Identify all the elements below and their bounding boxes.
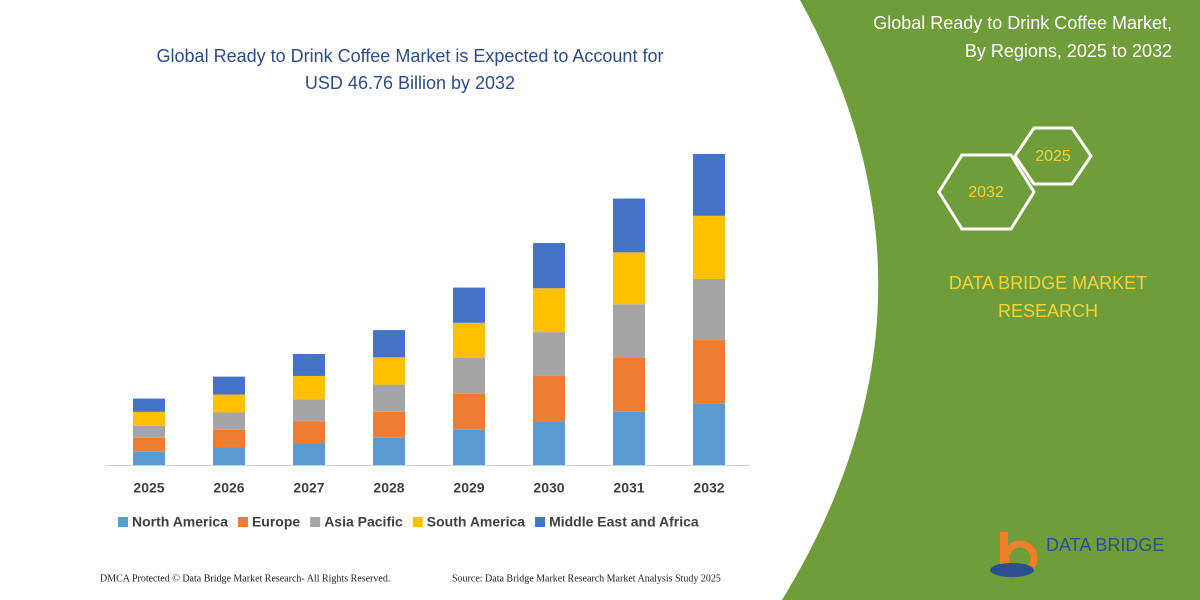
side-title: By Regions, 2025 to 2032 (965, 41, 1172, 61)
bar-segment (133, 437, 165, 452)
x-tick-label: 2031 (613, 480, 644, 496)
chart-title: Global Ready to Drink Coffee Market is E… (157, 46, 664, 66)
bar-segment (133, 411, 165, 426)
legend-swatch (535, 517, 546, 527)
logo: DATA BRIDGE (990, 532, 1164, 577)
x-tick-label: 2025 (133, 480, 164, 496)
legend-swatch (412, 517, 423, 527)
x-tick-label: 2030 (533, 480, 564, 496)
bar-segment (533, 375, 565, 422)
bar-segment (133, 398, 165, 412)
legend-swatch (310, 517, 321, 527)
legend-swatch (237, 517, 248, 527)
bar-segment (693, 154, 725, 216)
x-tick-label: 2028 (373, 480, 404, 496)
bar-segment (293, 399, 325, 422)
bar-segment (693, 215, 725, 279)
bar-segment (453, 322, 485, 359)
legend-label: Europe (252, 514, 300, 530)
bar-segment (693, 340, 725, 404)
legend-swatch (118, 517, 128, 527)
bar-segment (613, 411, 645, 465)
bar-segment (453, 429, 485, 465)
side-panel (782, 0, 1200, 600)
footer: DMCA Protected © Data Bridge Market Rese… (100, 573, 390, 584)
bar-segment (373, 411, 405, 438)
bar-segment (533, 243, 565, 289)
bar-segment (693, 278, 725, 341)
chart-title: USD 46.76 Billion by 2032 (305, 73, 515, 93)
bar-segment (293, 375, 325, 400)
bar-segment (453, 287, 485, 323)
bar-segment (213, 412, 245, 430)
footer: Source: Data Bridge Market Research Mark… (452, 573, 721, 584)
x-tick-label: 2027 (293, 480, 324, 496)
logo-shape (990, 563, 1034, 577)
logo-text: DATA BRIDGE (1046, 535, 1164, 555)
hex-label: 2032 (968, 184, 1004, 201)
legend-label: North America (132, 514, 228, 530)
x-tick-label: 2032 (693, 480, 724, 496)
bar-segment (533, 421, 565, 465)
bar-segment (693, 403, 725, 465)
brand: DATA BRIDGE MARKET (949, 273, 1147, 293)
hexagon (937, 153, 1036, 231)
bar-segment (213, 429, 245, 448)
hexagon (1013, 126, 1093, 186)
legend-label: Middle East and Africa (549, 514, 699, 530)
bar-segment (213, 376, 245, 395)
bar-segment (613, 358, 645, 412)
bar-segment (533, 332, 565, 376)
bar-segment (533, 288, 565, 333)
side-title: Global Ready to Drink Coffee Market, (873, 13, 1172, 33)
bar-segment (373, 330, 405, 358)
bar-segment (213, 447, 245, 465)
bar-segment (613, 198, 645, 253)
bar-segment (373, 357, 405, 385)
bar-segment (373, 384, 405, 412)
brand: RESEARCH (998, 301, 1098, 321)
bar-segment (453, 358, 485, 394)
bar-segment (293, 421, 325, 444)
bar-segment (293, 443, 325, 465)
bar-segment (613, 252, 645, 305)
x-tick-label: 2026 (213, 480, 244, 496)
bar-segment (133, 425, 165, 438)
legend-label: Asia Pacific (324, 514, 403, 530)
bar-segment (373, 437, 405, 465)
x-tick-label: 2029 (453, 480, 484, 496)
bar-segment (213, 394, 245, 413)
bar-segment (293, 354, 325, 376)
bar-segment (453, 393, 485, 430)
hex-label: 2025 (1035, 148, 1071, 165)
bar-segment (133, 451, 165, 465)
legend-label: South America (427, 514, 525, 530)
bar-segment (613, 304, 645, 359)
